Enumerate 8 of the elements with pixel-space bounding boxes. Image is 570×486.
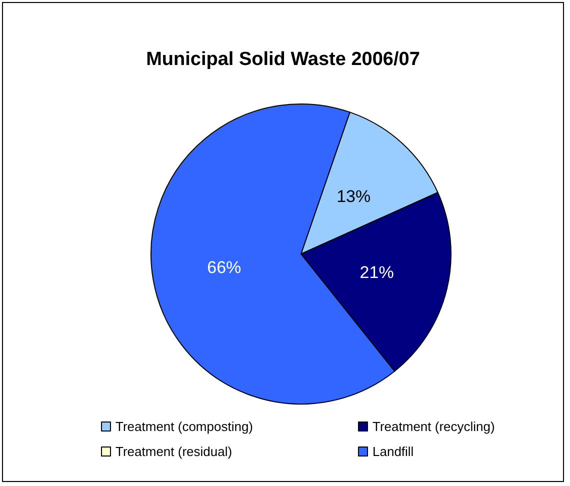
legend-label: Treatment (composting)	[116, 419, 254, 434]
data-label: 66%	[207, 258, 242, 277]
legend-label: Landfill	[372, 444, 414, 459]
legend-label: Treatment (recycling)	[372, 419, 495, 434]
data-label: 13%	[336, 186, 371, 206]
data-label: 21%	[360, 262, 394, 282]
chart-title: Municipal Solid Waste 2006/07	[146, 49, 420, 70]
legend-label: Treatment (residual)	[116, 444, 232, 459]
